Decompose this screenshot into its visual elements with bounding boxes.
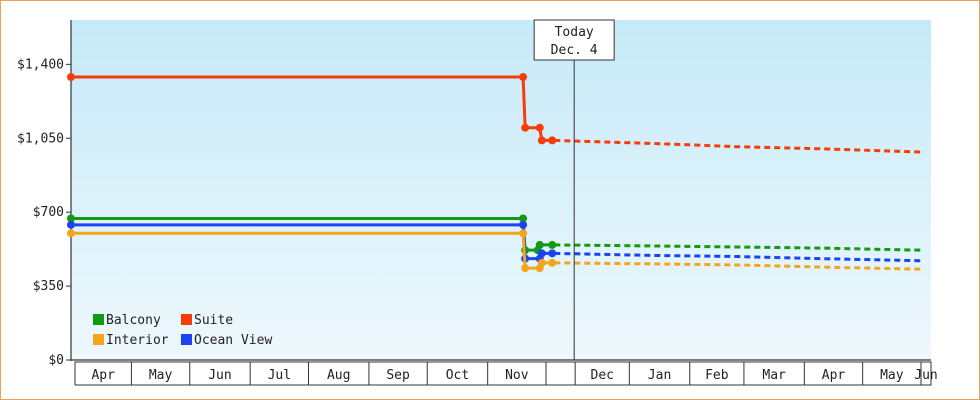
data-point — [548, 249, 557, 258]
legend-label: Balcony — [106, 313, 161, 328]
today-box — [533, 19, 615, 61]
y-tick-label: $1,050 — [17, 131, 64, 146]
month-strip — [74, 361, 932, 386]
data-point — [521, 264, 530, 273]
month-label: Apr — [91, 368, 115, 383]
data-point — [67, 220, 75, 229]
series-ocean-view — [67, 220, 922, 263]
legend: Balcony Suite Interior Ocean View — [93, 313, 272, 348]
month-label: Mar — [762, 368, 786, 383]
data-point — [548, 240, 557, 249]
forecast-line — [554, 138, 922, 154]
data-point — [521, 123, 530, 132]
series-suite — [67, 73, 922, 154]
today-marker: Today Dec. 4 — [533, 19, 615, 360]
month-label: May — [149, 368, 173, 383]
legend-swatch — [93, 334, 104, 345]
y-tick-label: $350 — [33, 279, 64, 294]
month-label: Jun — [914, 368, 937, 383]
data-point — [548, 136, 557, 145]
legend-swatch — [181, 334, 192, 345]
month-label: Dec — [591, 368, 614, 383]
data-point — [535, 123, 544, 132]
y-tick-label: $700 — [33, 205, 64, 220]
forecast-line — [554, 261, 922, 271]
x-axis: Apr May Jun Jul Aug Sep Oct Nov Dec Jan Feb Mar Apr M… — [71, 359, 938, 386]
data-point — [548, 258, 557, 267]
y-tick-label: $0 — [48, 353, 64, 368]
month-label: May — [880, 368, 904, 383]
data-point — [519, 73, 528, 82]
plot-area — [71, 20, 931, 360]
month-label: Oct — [446, 368, 469, 383]
month-label: Jul — [268, 368, 291, 383]
data-point — [67, 229, 75, 238]
forecast-line — [554, 251, 922, 263]
series-interior — [67, 229, 922, 273]
today-date: Dec. 4 — [551, 43, 598, 58]
month-label: Sep — [386, 368, 410, 383]
y-axis: $0 $350 $700 $1,050 $1,400 — [17, 20, 72, 368]
series-balcony — [67, 214, 922, 255]
month-label: Aug — [327, 368, 350, 383]
y-tick-label: $1,400 — [17, 57, 64, 72]
data-point — [67, 73, 75, 82]
legend-label: Interior — [106, 333, 169, 348]
data-point — [519, 214, 528, 223]
legend-label: Ocean View — [194, 333, 272, 348]
month-label: Jun — [208, 368, 231, 383]
data-point — [537, 136, 546, 145]
data-point — [519, 220, 528, 229]
month-label: Nov — [505, 368, 529, 383]
month-label: Feb — [705, 368, 729, 383]
legend-swatch — [181, 314, 192, 325]
data-point — [535, 240, 544, 249]
legend-swatch — [93, 314, 104, 325]
series-layer — [67, 73, 922, 273]
data-point — [519, 229, 528, 238]
data-point — [537, 249, 546, 258]
month-label: Apr — [822, 368, 846, 383]
data-point — [537, 258, 546, 267]
forecast-line — [554, 243, 922, 252]
data-point — [67, 214, 75, 223]
month-label: Jan — [648, 368, 671, 383]
legend-label: Suite — [194, 313, 233, 328]
today-label: Today — [555, 25, 594, 40]
